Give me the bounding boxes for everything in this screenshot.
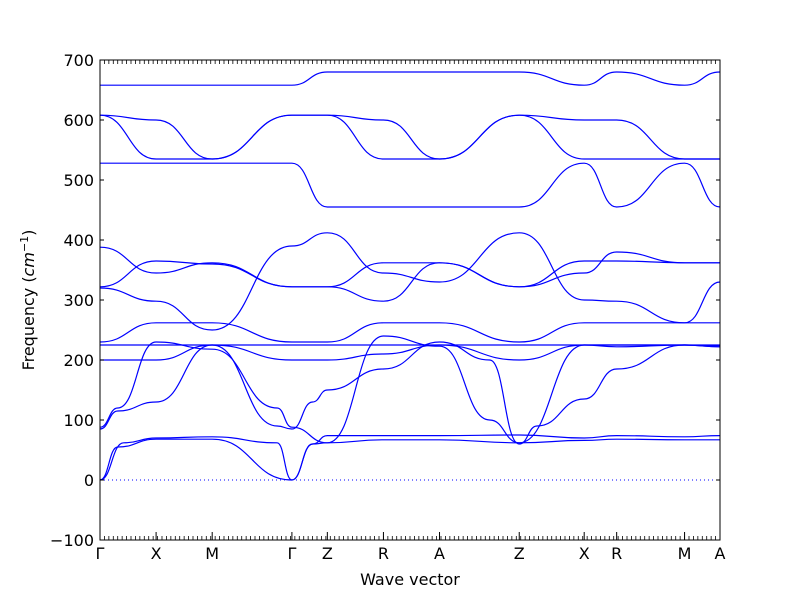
y-tick-label: −100 bbox=[50, 531, 94, 550]
x-tick-label-M: M bbox=[205, 544, 219, 563]
band-series-group bbox=[100, 71, 720, 481]
x-tick-label-Γ: Γ bbox=[96, 544, 105, 563]
y-tick-label: 100 bbox=[63, 411, 94, 430]
y-axis-label-close: ) bbox=[19, 230, 38, 236]
y-tick-label: 400 bbox=[63, 231, 94, 250]
x-tick-label-R: R bbox=[378, 544, 389, 563]
y-tick-label: 600 bbox=[63, 111, 94, 130]
x-tick-label-Γ: Γ bbox=[287, 544, 296, 563]
phonon-band-9 bbox=[100, 251, 720, 302]
x-tick-label-X: X bbox=[151, 544, 162, 563]
x-tick-label-Z: Z bbox=[322, 544, 333, 563]
y-tick-label: 200 bbox=[63, 351, 94, 370]
y-axis-label-exponent: −1 bbox=[18, 236, 31, 252]
y-tick-label: 300 bbox=[63, 291, 94, 310]
x-tick-label-M: M bbox=[678, 544, 692, 563]
phonon-band-7 bbox=[100, 322, 720, 343]
phonon-band-1 bbox=[100, 438, 720, 481]
plot-background bbox=[100, 60, 720, 540]
x-tick-label-A: A bbox=[434, 544, 445, 563]
phonon-band-13 bbox=[100, 114, 720, 160]
y-tick-label: 0 bbox=[84, 471, 94, 490]
y-ticks-group: −100 0 100 200 300 400 500 600 700 bbox=[50, 51, 720, 550]
y-tick-label: 700 bbox=[63, 51, 94, 70]
phonon-band-14 bbox=[100, 71, 720, 86]
x-tick-label-R: R bbox=[611, 544, 622, 563]
y-axis-label: Frequency (cm−1) bbox=[18, 230, 38, 371]
x-tick-label-X: X bbox=[579, 544, 590, 563]
x-tick-label-Z: Z bbox=[514, 544, 525, 563]
x-tick-label-A: A bbox=[715, 544, 726, 563]
plot-frame bbox=[99, 59, 721, 541]
phonon-band-11 bbox=[100, 162, 720, 208]
y-tick-label: 500 bbox=[63, 171, 94, 190]
x-axis-label: Wave vector bbox=[360, 570, 460, 589]
y-axis-label-text: Frequency ( bbox=[19, 276, 38, 370]
y-axis-label-unit: cm bbox=[19, 252, 38, 276]
phonon-band-2 bbox=[100, 434, 720, 481]
phonon-band-10 bbox=[100, 246, 720, 288]
phonon-band-3 bbox=[100, 341, 720, 445]
